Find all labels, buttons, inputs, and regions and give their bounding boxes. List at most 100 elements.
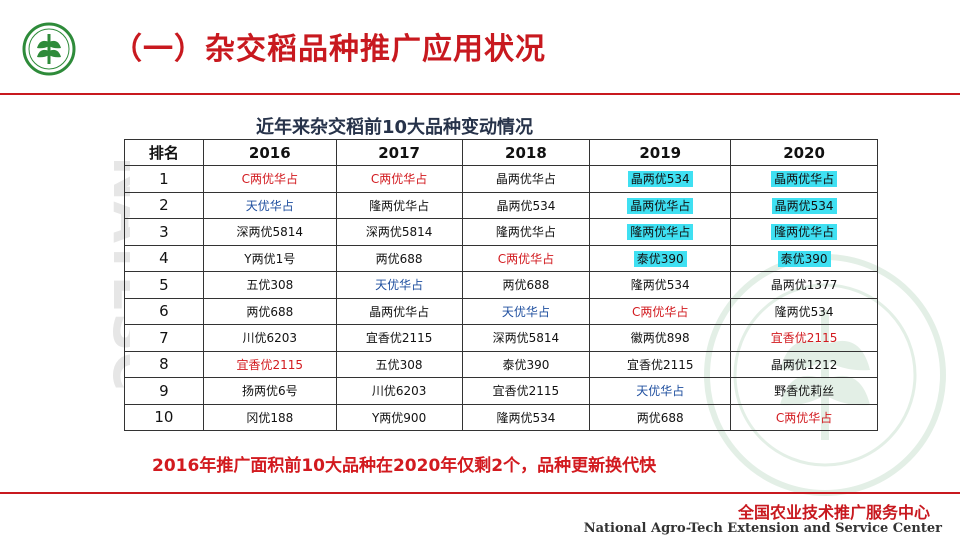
variety-cell-2018: C两优华占 [461, 244, 591, 272]
variety-cell-2018: 深两优5814 [461, 324, 591, 352]
variety-cell-2020: 晶两优534 [730, 191, 878, 219]
page-title: （一）杂交稻品种推广应用状况 [112, 32, 546, 67]
variety-cell-2020: C两优华占 [730, 403, 878, 431]
variety-cell-2020: 泰优390 [730, 244, 878, 272]
variety-cell-2018: 晶两优华占 [461, 165, 591, 193]
variety-name: 隆两优华占 [627, 224, 694, 241]
variety-cell-2019: 晶两优华占 [589, 191, 732, 219]
variety-cell-2018: 隆两优534 [461, 403, 591, 431]
variety-name: 五优308 [246, 278, 294, 293]
variety-name: C两优华占 [632, 304, 689, 319]
variety-name: 泰优390 [502, 357, 550, 372]
variety-name: 晶两优534 [627, 171, 693, 188]
conclusion-note: 2016年推广面积前10大品种在2020年仅剩2个，品种更新换代快 [152, 456, 657, 476]
variety-name: 泰优390 [633, 250, 687, 267]
variety-cell-2020: 野香优莉丝 [730, 377, 878, 405]
variety-name: 两优688 [502, 278, 550, 293]
variety-cell-2017: 五优308 [335, 350, 463, 378]
variety-cell-2019: 泰优390 [589, 244, 732, 272]
variety-cell-2020: 隆两优华占 [730, 218, 878, 246]
variety-name: 晶两优华占 [369, 304, 430, 319]
variety-cell-2017: 川优6203 [335, 377, 463, 405]
variety-name: C两优华占 [497, 251, 555, 266]
variety-name: 晶两优534 [496, 198, 556, 213]
variety-name: 天优华占 [636, 384, 685, 399]
variety-name: 晶两优华占 [627, 197, 694, 214]
variety-cell-2016: 冈优188 [202, 403, 337, 431]
variety-cell-2018: 泰优390 [461, 350, 591, 378]
variety-name: 两优688 [636, 410, 684, 425]
variety-name: 晶两优华占 [771, 171, 838, 188]
variety-cell-2020: 隆两优534 [730, 297, 878, 325]
variety-cell-2017: 宜香优2115 [335, 324, 463, 352]
variety-name: Y两优900 [371, 410, 427, 425]
variety-name: 宜香优2115 [236, 357, 304, 372]
variety-name: 晶两优1377 [770, 278, 838, 293]
variety-name: 隆两优华占 [771, 224, 838, 241]
rank-cell: 8 [124, 350, 204, 378]
variety-name: 冈优188 [246, 410, 294, 425]
rank-cell: 5 [124, 271, 204, 299]
variety-name: 两优688 [375, 251, 423, 266]
variety-name: 川优6203 [242, 331, 298, 346]
variety-name: 扬两优6号 [241, 384, 298, 399]
table-row: 9 扬两优6号 川优6203 宜香优2115 天优华占 野香优莉丝 [124, 377, 878, 405]
variety-cell-2016: C两优华占 [202, 165, 337, 193]
natesc-logo-icon [22, 22, 76, 76]
variety-cell-2016: 深两优5814 [202, 218, 337, 246]
variety-cell-2020: 宜香优2115 [730, 324, 878, 352]
variety-cell-2016: Y两优1号 [202, 244, 337, 272]
header-2020: 2020 [730, 139, 878, 166]
rank-cell: 3 [124, 218, 204, 246]
variety-name: 晶两优534 [771, 197, 837, 214]
variety-name: 深两优5814 [236, 225, 304, 240]
table-row: 1 C两优华占 C两优华占 晶两优华占 晶两优534 晶两优华占 [124, 165, 878, 193]
variety-cell-2017: 隆两优华占 [335, 191, 463, 219]
variety-cell-2016: 天优华占 [202, 191, 337, 219]
rank-cell: 7 [124, 324, 204, 352]
rank-cell: 6 [124, 297, 204, 325]
rank-cell: 9 [124, 377, 204, 405]
variety-cell-2019: 隆两优华占 [589, 218, 732, 246]
header-2017: 2017 [335, 139, 463, 166]
variety-name: 隆两优534 [774, 304, 834, 319]
variety-cell-2017: 天优华占 [335, 271, 463, 299]
variety-name: 天优华占 [501, 304, 550, 319]
variety-name: Y两优1号 [244, 251, 296, 266]
header-2018: 2018 [461, 139, 591, 166]
variety-name: 晶两优1212 [770, 357, 838, 372]
variety-name: C两优华占 [370, 172, 428, 187]
variety-cell-2020: 晶两优华占 [730, 165, 878, 193]
table-row: 5 五优308 天优华占 两优688 隆两优534 晶两优1377 [124, 271, 878, 299]
table-row: 6 两优688 晶两优华占 天优华占 C两优华占 隆两优534 [124, 297, 878, 325]
variety-cell-2017: 两优688 [335, 244, 463, 272]
variety-name: 宜香优2115 [492, 384, 560, 399]
variety-name: 泰优390 [777, 250, 831, 267]
rank-cell: 4 [124, 244, 204, 272]
natesc-watermark-icon: NATESC [101, 156, 130, 391]
rank-cell: 1 [124, 165, 204, 193]
variety-cell-2016: 川优6203 [202, 324, 337, 352]
header-rank: 排名 [124, 139, 204, 166]
table-row: 3 深两优5814 深两优5814 隆两优华占 隆两优华占 隆两优华占 [124, 218, 878, 246]
variety-name: 晶两优华占 [495, 172, 556, 187]
variety-name: 宜香优2115 [626, 357, 694, 372]
table-caption: 近年来杂交稻前10大品种变动情况 [256, 117, 534, 138]
footer-org-name-cn: 全国农业技术推广服务中心 [737, 503, 930, 522]
table-body: 1 C两优华占 C两优华占 晶两优华占 晶两优534 晶两优华占 2 天优华占 隆两优华占 晶两优… [124, 165, 878, 431]
variety-cell-2018: 宜香优2115 [461, 377, 591, 405]
variety-cell-2019: 天优华占 [589, 377, 732, 405]
variety-ranking-table: 排名 2016 2017 2018 2019 2020 1 C两优华占 C两优华占晶… [124, 139, 878, 431]
variety-cell-2017: 晶两优华占 [335, 297, 463, 325]
footer-org-name-en: National Agro-Tech Extension and Service… [583, 521, 942, 536]
variety-cell-2019: 宜香优2115 [589, 350, 732, 378]
variety-cell-2020: 晶两优1212 [730, 350, 878, 378]
table-row: 8 宜香优2115 五优308 泰优390 宜香优2115 晶两优1212 [124, 350, 878, 378]
table-row: 10 冈优188 Y两优900 隆两优534 两优688 C两优华占 [124, 403, 878, 431]
variety-name: C两优华占 [241, 172, 298, 187]
variety-name: 两优688 [246, 304, 294, 319]
variety-name: 天优华占 [245, 198, 294, 213]
variety-cell-2018: 天优华占 [461, 297, 591, 325]
table-row: 2 天优华占 隆两优华占 晶两优534 晶两优华占 晶两优534 [124, 191, 878, 219]
variety-cell-2020: 晶两优1377 [730, 271, 878, 299]
